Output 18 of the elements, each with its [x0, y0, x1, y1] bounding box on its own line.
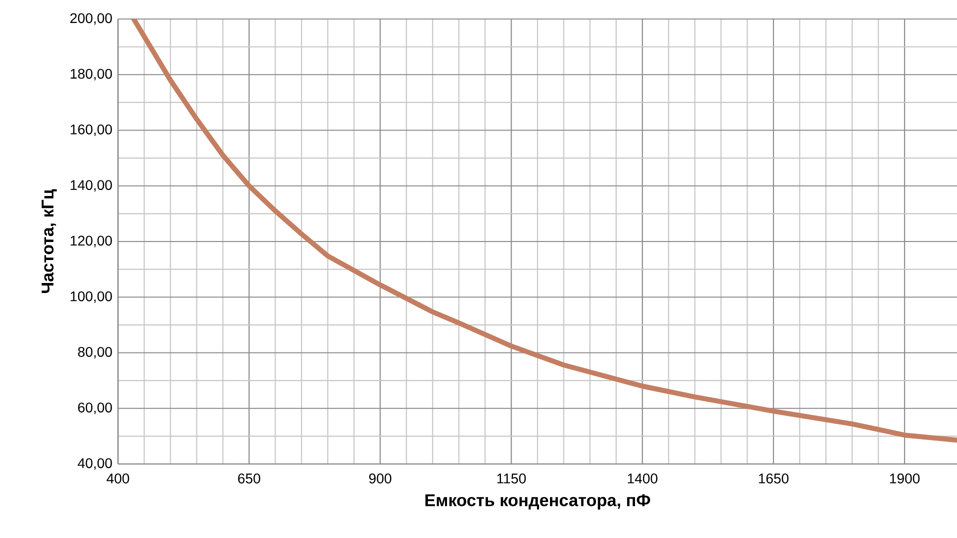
x-tick-label: 1400: [628, 474, 658, 484]
x-tick-label: 650: [238, 474, 260, 484]
y-tick-label: 120,00: [70, 236, 112, 248]
x-tick-label: 1650: [758, 474, 789, 484]
y-tick-label: 40,00: [78, 458, 112, 470]
y-tick-label: 60,00: [78, 402, 112, 414]
y-tick-label: 80,00: [78, 346, 112, 359]
y-tick-label: 200,00: [70, 13, 112, 25]
x-axis-title: Емкость конденсатора, пФ: [425, 494, 650, 510]
y-tick-label: 160,00: [70, 124, 112, 136]
y-axis-title: Частота, кГц: [42, 189, 57, 293]
x-tick-label: 900: [369, 474, 392, 484]
x-tick-label: 400: [106, 474, 130, 484]
y-tick-label: 140,00: [70, 180, 112, 192]
x-tick-label: 1150: [497, 474, 526, 484]
y-tick-label: 100,00: [70, 291, 112, 303]
x-tick-label: 1900: [890, 474, 920, 484]
y-tick-label: 180,00: [70, 68, 112, 80]
